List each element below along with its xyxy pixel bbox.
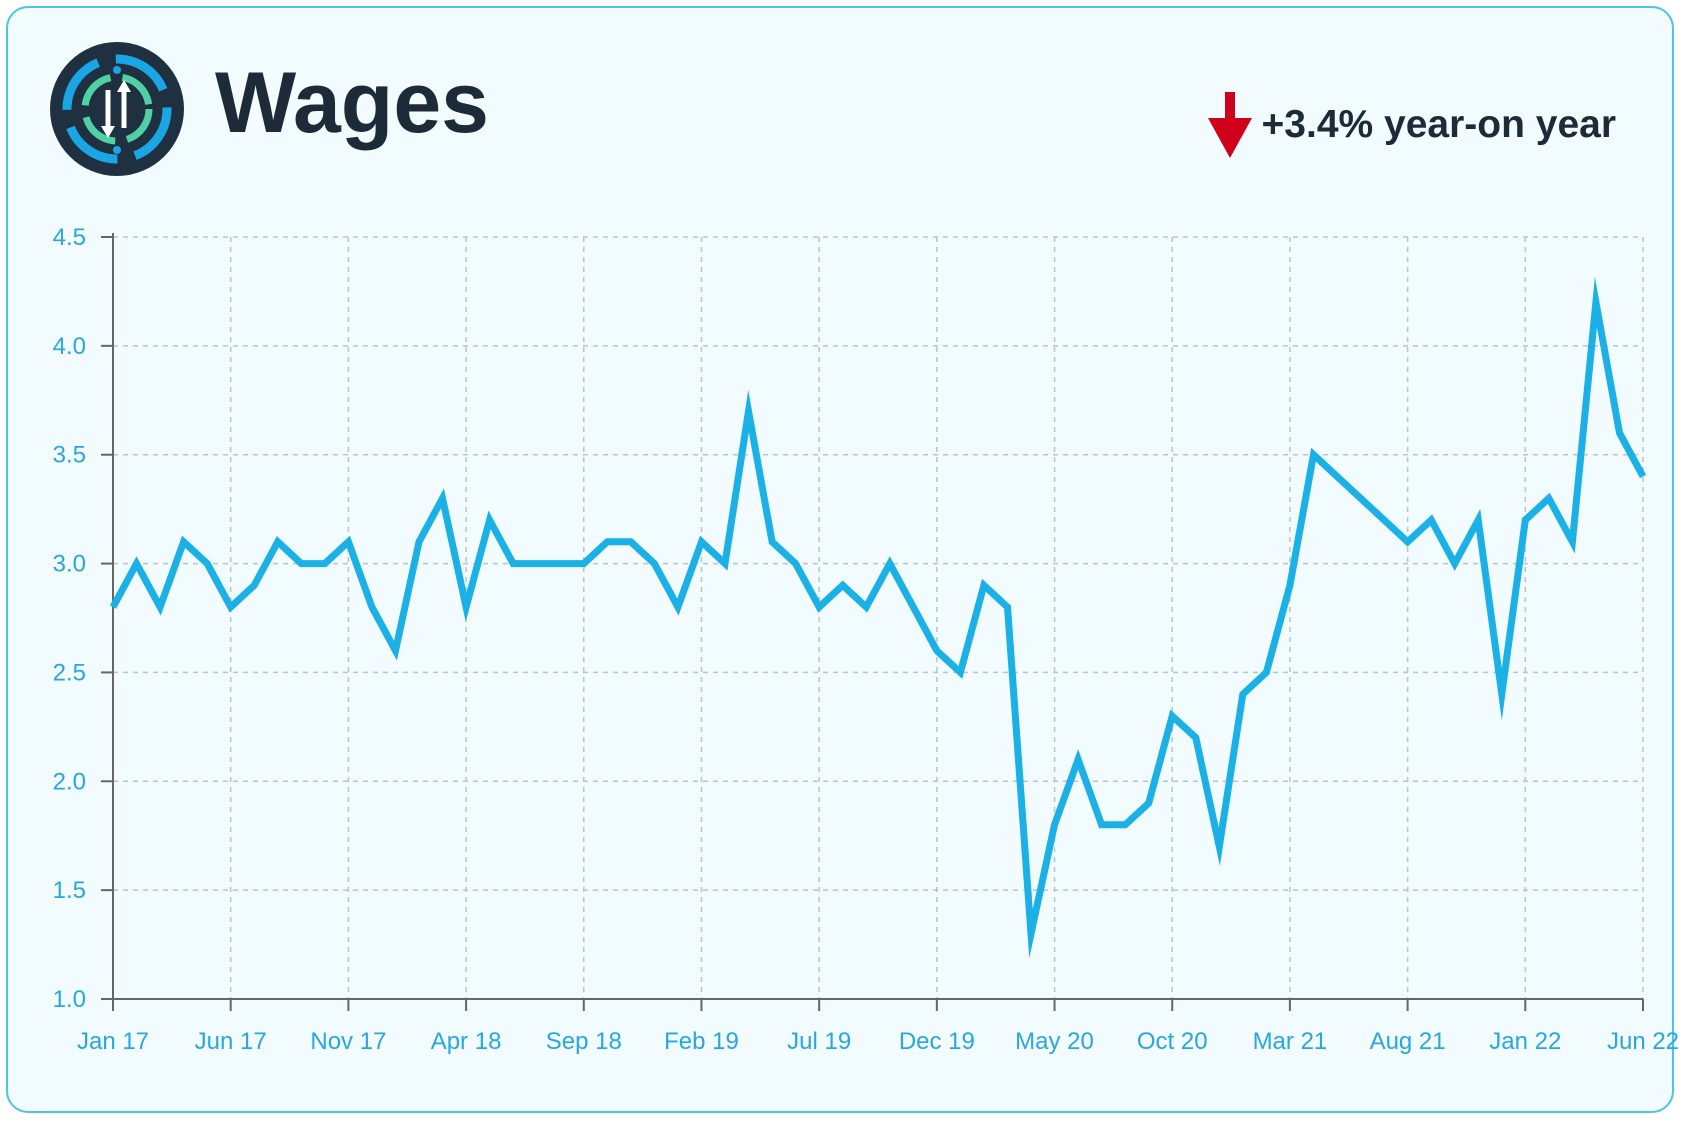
y-tick-label: 4.0 bbox=[53, 333, 86, 360]
x-tick-label: Jul 19 bbox=[787, 1028, 851, 1055]
x-tick-label: Sep 18 bbox=[546, 1028, 622, 1055]
arrow-down-icon bbox=[1207, 92, 1252, 158]
y-tick-label: 2.0 bbox=[53, 768, 86, 795]
x-tick-label: Jun 22 bbox=[1607, 1028, 1679, 1055]
y-tick-label: 4.5 bbox=[53, 224, 86, 251]
y-tick-label: 3.5 bbox=[53, 442, 86, 469]
x-tick-label: Jun 17 bbox=[195, 1028, 267, 1055]
change-label: +3.4% year-on year bbox=[1261, 103, 1616, 146]
x-tick-label: Aug 21 bbox=[1370, 1028, 1446, 1055]
y-tick-label: 3.0 bbox=[53, 551, 86, 578]
x-tick-label: Feb 19 bbox=[664, 1028, 739, 1055]
x-tick-label: Apr 18 bbox=[431, 1028, 502, 1055]
chart-card bbox=[6, 6, 1674, 1113]
y-tick-label: 1.0 bbox=[53, 986, 86, 1013]
x-tick-label: Mar 21 bbox=[1253, 1028, 1328, 1055]
page-title: Wages bbox=[215, 55, 489, 151]
series-line-wages bbox=[109, 276, 1647, 959]
logo-icon bbox=[50, 42, 184, 176]
y-tick-label: 2.5 bbox=[53, 659, 86, 686]
x-tick-label: Jan 22 bbox=[1489, 1028, 1561, 1055]
x-tick-label: Dec 19 bbox=[899, 1028, 975, 1055]
y-tick-label: 1.5 bbox=[53, 877, 86, 904]
year-on-year-change: +3.4% year-on year bbox=[1206, 92, 1616, 158]
x-tick-label: May 20 bbox=[1015, 1028, 1094, 1055]
x-tick-label: Nov 17 bbox=[310, 1028, 386, 1055]
x-tick-label: Oct 20 bbox=[1137, 1028, 1208, 1055]
x-tick-label: Jan 17 bbox=[77, 1028, 149, 1055]
